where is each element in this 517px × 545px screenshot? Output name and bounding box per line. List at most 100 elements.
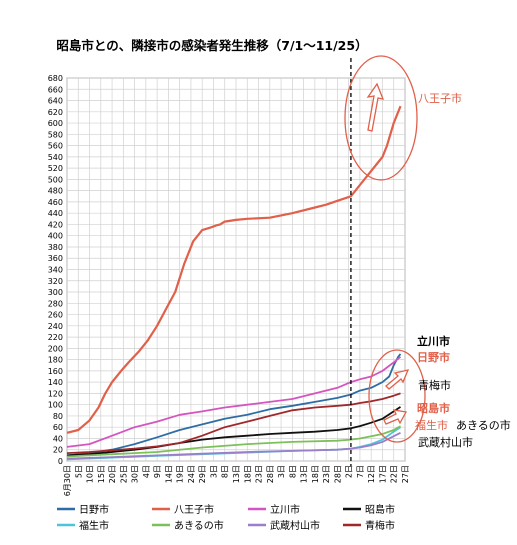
y-tick-label: 560 xyxy=(48,142,63,151)
legend-label: 武蔵村山市 xyxy=(270,519,320,532)
y-tick-label: 220 xyxy=(48,333,63,342)
y-tick-label: 40 xyxy=(53,434,63,443)
x-tick-label: 27日 xyxy=(401,465,410,483)
series-line-1 xyxy=(66,353,402,457)
y-tick-label: 200 xyxy=(48,344,63,353)
legend-label: 青梅市 xyxy=(365,519,395,532)
x-tick-label: 15日 xyxy=(97,465,106,483)
label-musashimurayama: 武蔵村山市 xyxy=(418,435,473,449)
x-tick-label: 24日 xyxy=(187,465,196,483)
annotation-shapes xyxy=(344,55,426,443)
series-line-6 xyxy=(66,425,401,458)
y-tick-label: 160 xyxy=(48,367,63,376)
y-axis-ticks: 0 20 40 60 80 100 120 140 160 180 200 220 240 260 280 3… xyxy=(48,74,63,466)
y-tick-label: 0 xyxy=(58,457,63,466)
x-tick-label: 28日 xyxy=(266,465,275,483)
x-tick-label: 29日 xyxy=(198,465,207,483)
hino-arrow-icon xyxy=(385,369,410,390)
x-tick-label: 18日 xyxy=(243,465,252,483)
x-tick-label: 3日 xyxy=(277,465,286,478)
series-line-7 xyxy=(66,431,401,460)
chart-title: 昭島市との、隣接市の感染者発生推移（7/1～11/25） xyxy=(56,38,367,53)
y-tick-label: 440 xyxy=(48,209,63,218)
x-tick-label: 5日 xyxy=(74,465,83,478)
legend-label: あきるの市 xyxy=(174,519,224,532)
y-tick-label: 180 xyxy=(48,356,63,365)
x-tick-label: 8日 xyxy=(288,465,297,478)
grid xyxy=(66,77,406,462)
y-tick-label: 480 xyxy=(48,187,63,196)
y-tick-label: 360 xyxy=(48,254,63,263)
x-tick-label: 22日 xyxy=(390,465,399,483)
hachioji-circle xyxy=(344,55,418,181)
y-tick-label: 460 xyxy=(48,198,63,207)
x-tick-label: 3日 xyxy=(209,465,218,478)
y-tick-label: 640 xyxy=(48,97,63,106)
akishima-arrow-icon xyxy=(383,409,408,425)
y-tick-label: 300 xyxy=(48,288,63,297)
x-tick-label: 18日 xyxy=(311,465,320,483)
x-tick-label: 10日 xyxy=(86,465,95,483)
x-tick-label: 30日 xyxy=(131,465,140,483)
x-tick-label: 23日 xyxy=(322,465,331,483)
y-tick-label: 320 xyxy=(48,277,63,286)
y-tick-label: 680 xyxy=(48,74,63,83)
x-tick-label: 9日 xyxy=(153,465,162,478)
x-tick-label: 6月30日 xyxy=(63,465,72,496)
label-ome: 青梅市 xyxy=(418,378,451,392)
y-tick-label: 140 xyxy=(48,378,63,387)
series-line-2 xyxy=(66,105,402,434)
y-tick-label: 400 xyxy=(48,232,63,241)
series-line-8 xyxy=(66,392,401,454)
x-tick-label: 8日 xyxy=(221,465,230,478)
x-tick-label: 12日 xyxy=(367,465,376,483)
y-tick-label: 380 xyxy=(48,243,63,252)
y-tick-label: 340 xyxy=(48,266,63,275)
y-tick-label: 500 xyxy=(48,175,63,184)
x-tick-label: 13日 xyxy=(300,465,309,483)
y-tick-label: 120 xyxy=(48,389,63,398)
y-tick-label: 240 xyxy=(48,322,63,331)
label-hachioji: 八王子市 xyxy=(418,91,462,105)
x-tick-label: 2日 xyxy=(345,465,354,478)
y-tick-label: 60 xyxy=(53,423,63,432)
hachioji-arrow-icon xyxy=(366,82,385,132)
y-tick-label: 420 xyxy=(48,220,63,229)
label-akiruno: あきるの市 xyxy=(456,418,511,432)
series-line-4 xyxy=(66,406,401,457)
legend-label: 八王子市 xyxy=(174,503,214,516)
y-tick-label: 620 xyxy=(48,108,63,117)
x-tick-label: 17日 xyxy=(378,465,387,483)
y-tick-label: 80 xyxy=(53,412,63,421)
label-tachikawa: 立川市 xyxy=(417,334,450,348)
x-tick-label: 14日 xyxy=(164,465,173,483)
x-tick-label: 4日 xyxy=(142,465,151,478)
y-tick-label: 600 xyxy=(48,119,63,128)
label-fussa: 福生市 xyxy=(415,418,448,432)
x-tick-label: 20日 xyxy=(108,465,117,483)
x-tick-label: 25日 xyxy=(119,465,128,483)
y-tick-label: 520 xyxy=(48,164,63,173)
x-axis-ticks: 6月30日 5日 10日 15日 20日 25日 30日 4日 9日 14日 19日 24日 29日 3日… xyxy=(63,465,410,496)
x-tick-label: 7日 xyxy=(356,465,365,478)
label-hino: 日野市 xyxy=(417,350,450,364)
y-tick-label: 260 xyxy=(48,311,63,320)
legend-label: 立川市 xyxy=(270,503,300,516)
x-tick-label: 19日 xyxy=(176,465,185,483)
x-tick-label: 23日 xyxy=(255,465,264,483)
lower-group-circle xyxy=(368,349,426,443)
x-tick-label: 13日 xyxy=(232,465,241,483)
legend-label: 日野市 xyxy=(79,503,109,516)
legend-label: 福生市 xyxy=(79,519,109,532)
y-tick-label: 660 xyxy=(48,85,63,94)
y-tick-label: 280 xyxy=(48,299,63,308)
x-tick-label: 28日 xyxy=(333,465,342,483)
y-tick-label: 100 xyxy=(48,401,63,410)
y-tick-label: 580 xyxy=(48,130,63,139)
y-tick-label: 20 xyxy=(53,446,63,455)
label-akishima: 昭島市 xyxy=(417,401,450,415)
legend-label: 昭島市 xyxy=(365,503,395,516)
y-tick-label: 540 xyxy=(48,153,63,162)
